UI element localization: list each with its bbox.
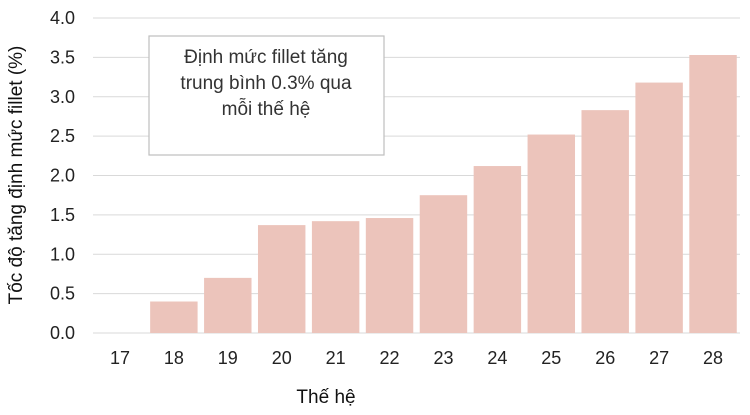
bar-19 (204, 277, 252, 333)
y-tick-label: 3.0 (50, 87, 75, 107)
x-tick-labels: 17 18 19 20 21 22 23 24 25 26 27 28 (110, 348, 723, 368)
bar-27 (635, 82, 683, 333)
x-tick-label: 27 (649, 348, 669, 368)
annotation-line-2: trung bình 0.3% qua (180, 73, 352, 94)
bar-26 (581, 110, 629, 333)
y-tick-label: 4.0 (50, 8, 75, 28)
x-tick-label: 18 (164, 348, 184, 368)
x-tick-label: 22 (380, 348, 400, 368)
annotation-box: Định mức fillet tăng trung bình 0.3% qua… (148, 35, 385, 156)
y-tick-label: 3.5 (50, 47, 75, 67)
y-tick-label: 1.5 (50, 205, 75, 225)
x-tick-label: 25 (541, 348, 561, 368)
annotation-line-3: mỗi thế hệ (222, 98, 311, 120)
x-tick-label: 21 (326, 348, 346, 368)
y-tick-label: 1.0 (50, 244, 75, 264)
y-tick-labels: 0.0 0.5 1.0 1.5 2.0 2.5 3.0 3.5 4.0 (50, 8, 75, 343)
bar-20 (257, 225, 306, 333)
bar-21 (311, 221, 360, 333)
y-axis-title: Tốc độ tăng định mức fillet (%) (6, 46, 27, 305)
x-tick-label: 24 (487, 348, 507, 368)
x-tick-label: 23 (433, 348, 453, 368)
x-tick-label: 17 (110, 348, 130, 368)
annotation-line-1: Định mức fillet tăng (184, 47, 348, 68)
x-axis-title: Thế hệ (296, 387, 355, 408)
y-tick-label: 2.5 (50, 126, 75, 146)
bar-25 (527, 134, 576, 333)
x-tick-label: 19 (218, 348, 238, 368)
annotation-border (148, 35, 385, 156)
y-tick-label: 2.0 (50, 166, 75, 186)
x-tick-label: 20 (272, 348, 292, 368)
bar-24 (473, 166, 522, 333)
y-tick-label: 0.0 (50, 323, 75, 343)
bar-28 (689, 55, 737, 333)
x-tick-label: 26 (595, 348, 615, 368)
x-tick-label: 28 (703, 348, 723, 368)
bars (150, 55, 737, 333)
bar-23 (419, 195, 468, 333)
bar-18 (150, 301, 198, 333)
y-tick-label: 0.5 (50, 284, 75, 304)
bar-22 (365, 218, 414, 333)
